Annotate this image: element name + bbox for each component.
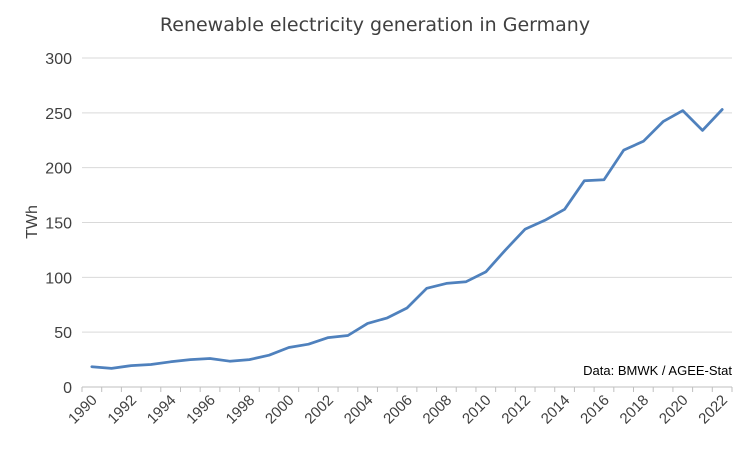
x-tick-label: 2002 bbox=[301, 392, 337, 428]
x-tick-label: 2012 bbox=[498, 392, 534, 428]
x-tick-label: 2016 bbox=[577, 392, 613, 428]
x-tick-label: 2018 bbox=[617, 392, 653, 428]
y-tick-label: 200 bbox=[45, 161, 72, 178]
x-tick-label: 2008 bbox=[420, 392, 456, 428]
y-tick-label: 0 bbox=[63, 380, 72, 397]
x-tick-label: 2010 bbox=[459, 392, 495, 428]
source-note: Data: BMWK / AGEE-Stat bbox=[583, 363, 732, 378]
x-tick-label: 2000 bbox=[262, 392, 298, 428]
x-tick-label: 2014 bbox=[538, 392, 574, 428]
y-tick-label: 250 bbox=[45, 106, 72, 123]
x-tick-label: 2004 bbox=[341, 392, 377, 428]
chart-title: Renewable electricity generation in Germ… bbox=[160, 14, 590, 36]
x-tick-label: 1998 bbox=[223, 392, 259, 428]
grid bbox=[82, 57, 732, 333]
x-tick-label: 2022 bbox=[695, 392, 731, 428]
x-tick-label: 1996 bbox=[183, 392, 219, 428]
y-tick-label: 50 bbox=[54, 325, 72, 342]
y-tick-label: 300 bbox=[45, 51, 72, 68]
series bbox=[90, 108, 724, 370]
x-tick-label: 1994 bbox=[144, 392, 180, 428]
x-tick-label: 2006 bbox=[380, 392, 416, 428]
x-tick-label: 1992 bbox=[104, 392, 140, 428]
y-tick-label: 150 bbox=[45, 216, 72, 233]
y-tick-label: 100 bbox=[45, 270, 72, 287]
x-tick-label: 2020 bbox=[656, 392, 692, 428]
series-line bbox=[90, 108, 724, 370]
y-axis-label: TWh bbox=[24, 205, 41, 239]
x-tick-label: 1990 bbox=[65, 392, 101, 428]
